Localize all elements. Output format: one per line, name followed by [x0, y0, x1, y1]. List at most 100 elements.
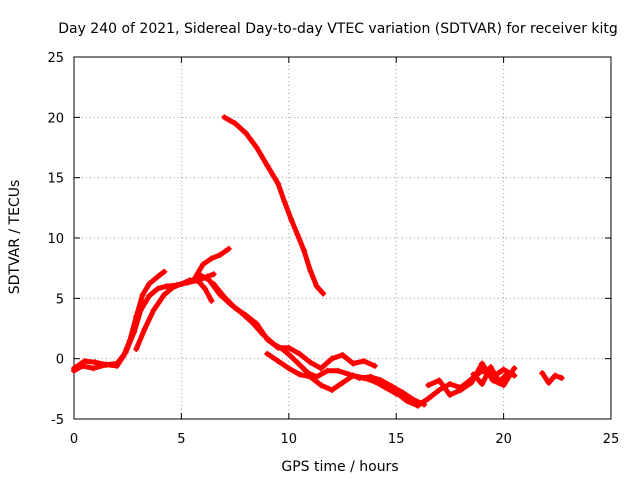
data-point	[545, 379, 552, 386]
data-point	[146, 280, 153, 287]
data-point	[287, 353, 294, 360]
data-point	[479, 360, 486, 367]
series-arc-11	[470, 364, 511, 388]
data-point	[350, 372, 357, 379]
y-tick-label: 25	[47, 51, 64, 66]
data-point	[253, 320, 260, 327]
data-point	[206, 277, 213, 284]
data-point	[163, 283, 170, 290]
data-point	[487, 364, 494, 371]
data-point	[264, 162, 271, 169]
data-point	[500, 366, 507, 373]
data-point	[161, 268, 168, 275]
data-point	[264, 350, 271, 357]
data-point	[208, 255, 215, 262]
data-point	[275, 180, 282, 187]
data-point	[468, 379, 475, 386]
series-trace	[133, 277, 214, 352]
data-point	[208, 297, 215, 304]
data-point	[113, 360, 120, 367]
chart-title: Day 240 of 2021, Sidereal Day-to-day VTE…	[58, 21, 618, 37]
data-point	[296, 350, 303, 357]
series-arc-12	[539, 370, 565, 386]
data-point	[296, 371, 303, 378]
data-point	[281, 198, 288, 205]
series-arc-1	[71, 268, 168, 372]
data-point	[436, 377, 443, 384]
data-point	[403, 397, 410, 404]
y-tick-label: -5	[51, 413, 64, 428]
data-point	[169, 284, 176, 291]
data-point	[425, 382, 432, 389]
x-tick-label: 10	[281, 432, 298, 447]
data-point	[232, 120, 239, 127]
data-point	[264, 336, 271, 343]
data-point	[296, 361, 303, 368]
data-point	[360, 374, 367, 381]
x-tick-label: 15	[388, 432, 405, 447]
data-point	[504, 370, 511, 377]
data-point	[500, 382, 507, 389]
data-point	[414, 402, 421, 409]
data-point	[287, 215, 294, 222]
data-point	[225, 245, 232, 252]
y-axis-label: SDTVAR / TECUs	[7, 180, 23, 295]
data-point	[221, 114, 228, 121]
series-trace	[539, 370, 565, 386]
data-point	[285, 365, 292, 372]
data-point	[133, 346, 140, 353]
data-point	[285, 344, 292, 351]
data-point	[90, 365, 97, 372]
x-tick-label: 5	[177, 432, 185, 447]
data-point	[103, 361, 110, 368]
data-point	[191, 276, 198, 283]
data-point	[242, 312, 249, 319]
series-arc-8	[221, 114, 327, 297]
data-point	[154, 285, 161, 292]
data-point	[436, 387, 443, 394]
series-arc-4	[191, 245, 232, 283]
data-point	[320, 290, 327, 297]
axis-ticks: 0 5 10 15 20 25 -5 0 5 10 15 20 25	[47, 51, 619, 447]
data-point	[360, 358, 367, 365]
y-tick-label: 5	[56, 292, 64, 307]
data-point	[489, 377, 496, 384]
data-point	[195, 271, 202, 278]
data-point	[558, 374, 565, 381]
data-point	[178, 280, 185, 287]
data-point	[446, 391, 453, 398]
data-point	[195, 278, 202, 285]
data-point	[324, 367, 331, 374]
data-series	[71, 114, 565, 409]
data-point	[457, 387, 464, 394]
x-axis-label: GPS time / hours	[281, 459, 398, 475]
data-point	[300, 247, 307, 254]
data-point	[161, 291, 168, 298]
data-point	[328, 387, 335, 394]
data-point	[307, 373, 314, 380]
data-point	[307, 267, 314, 274]
data-point	[217, 251, 224, 258]
grid	[74, 57, 611, 419]
data-point	[339, 352, 346, 359]
data-point	[131, 329, 138, 336]
data-point	[382, 384, 389, 391]
data-point	[210, 280, 217, 287]
series-trace	[221, 114, 326, 296]
data-point	[371, 378, 378, 385]
data-point	[139, 291, 146, 298]
data-point	[199, 261, 206, 268]
y-tick-label: 15	[47, 172, 64, 187]
data-point	[275, 344, 282, 351]
data-point	[552, 372, 559, 379]
data-point	[210, 271, 217, 278]
data-point	[425, 395, 432, 402]
x-tick-label: 0	[70, 432, 78, 447]
data-point	[275, 358, 282, 365]
data-point	[253, 144, 260, 151]
data-point	[313, 283, 320, 290]
x-tick-label: 20	[495, 432, 512, 447]
series-trace	[264, 351, 410, 400]
data-point	[446, 381, 453, 388]
